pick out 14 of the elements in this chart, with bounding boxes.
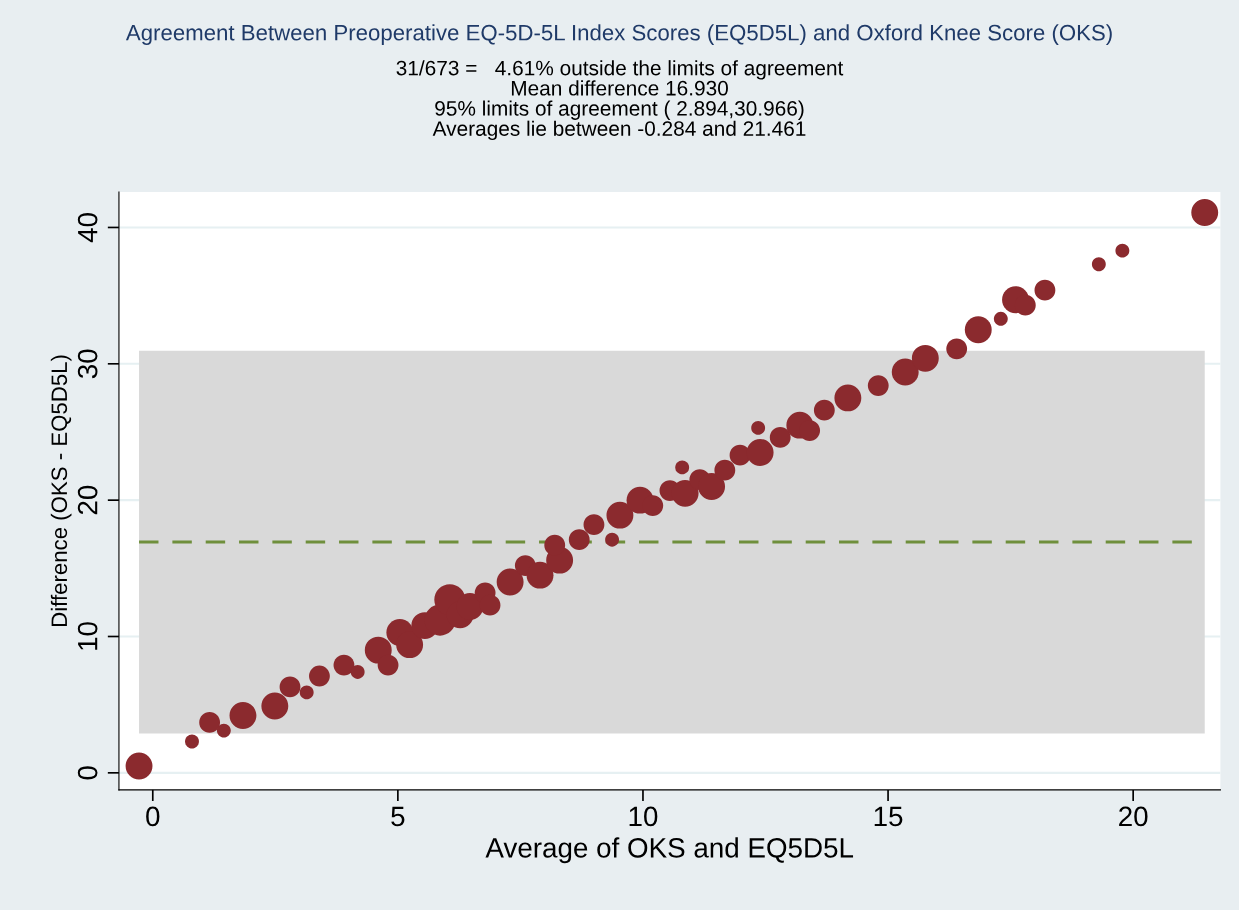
x-tick-label: 5 <box>391 806 405 827</box>
chart-title: Agreement Between Preoperative EQ-5D-5L Index Scores (EQ5D5L) and Oxford Knee Score (OKS) <box>125 24 1112 45</box>
x-tick-label: 15 <box>874 806 903 827</box>
x-tick-label: 10 <box>629 806 658 827</box>
chart-subtitle: 31/673 = 4.61% outside the limits of agreement Mean difference 16.930 95% limits of agreement ( 2.894,30.966) Averages lie between -0.284 and 21.461 <box>396 60 844 141</box>
y-axis-title: Difference (OKS - EQ5D5L) <box>50 355 72 626</box>
x-tick-label: 0 <box>146 806 160 827</box>
y-tick-label: 0 <box>77 766 98 780</box>
y-tick-label: 20 <box>77 485 98 515</box>
y-tick-label: 40 <box>77 213 98 243</box>
y-tick-label: 30 <box>77 349 98 379</box>
x-tick-label: 20 <box>1119 806 1148 827</box>
x-axis-title: Average of OKS and EQ5D5L <box>485 837 854 864</box>
y-tick-label: 10 <box>77 622 98 650</box>
